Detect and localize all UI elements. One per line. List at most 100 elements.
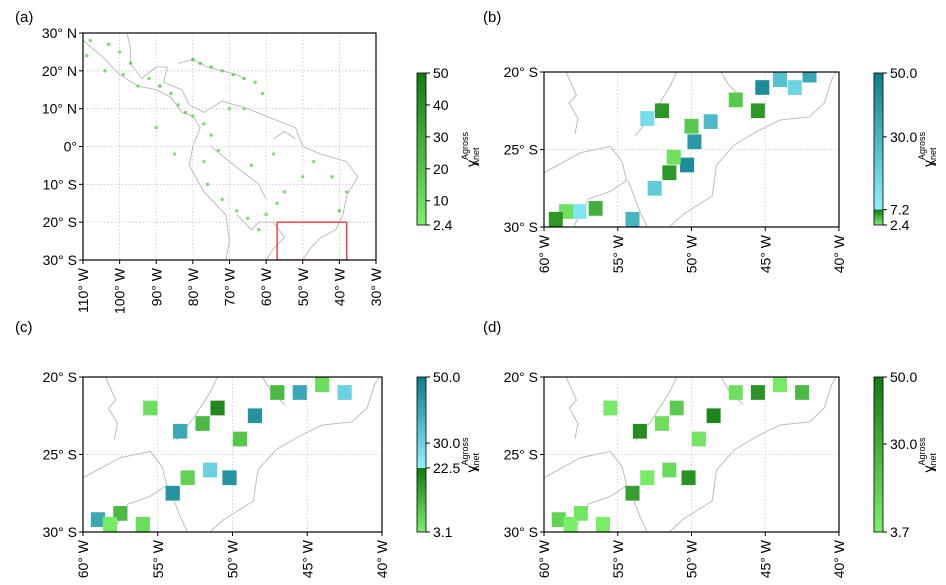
data-point <box>205 182 210 187</box>
y-tick-label: 10° S <box>43 176 77 192</box>
heatmap-cell <box>563 516 578 532</box>
heatmap-cell <box>143 400 158 416</box>
highlight-box <box>276 221 348 260</box>
x-tick-label: 110° W <box>75 267 91 313</box>
heatmap-cell <box>687 134 702 150</box>
y-tick-label: 25° S <box>504 447 538 463</box>
colorbar-label-sub: Anet <box>928 452 938 471</box>
data-point <box>147 76 151 81</box>
data-point <box>84 54 89 58</box>
coastline <box>210 146 267 200</box>
data-point <box>271 152 276 156</box>
heatmap-cell <box>548 211 563 227</box>
x-tick-label: 40° W <box>831 234 847 273</box>
y-tick-label: 10° N <box>42 101 77 117</box>
colorbar-label-sup: Agross <box>460 131 470 160</box>
heatmap-cell <box>750 385 765 400</box>
colorbar-tick-label: 30.0 <box>433 435 460 451</box>
y-tick-label: 20° S <box>504 369 538 385</box>
x-tick-label: 40° W <box>374 539 390 578</box>
heatmap-cell <box>669 400 684 416</box>
colorbar-label-sup: Agross <box>917 437 927 466</box>
x-tick-label: 45° W <box>757 539 773 578</box>
colorbar <box>873 72 884 226</box>
heatmap-cell <box>728 385 743 400</box>
heatmap-cell <box>662 165 677 181</box>
panel-2: (b) 20° S 25° S 30° S60° W 55° W 50° W 45° W 40… <box>483 9 938 273</box>
x-tick-label: 60° W <box>536 234 552 273</box>
coastline <box>178 58 245 79</box>
data-point <box>337 209 342 213</box>
data-point <box>242 106 246 111</box>
colorbar-label-main: γ <box>463 160 479 167</box>
data-point <box>191 114 195 118</box>
colorbar-label-sub: Anet <box>471 147 481 166</box>
data-point <box>231 72 235 77</box>
heatmap-cell <box>802 72 817 83</box>
y-tick-label: 20° S <box>43 214 77 230</box>
x-tick-label: 30° W <box>368 267 384 306</box>
heatmap-cell <box>232 431 248 447</box>
data-point <box>209 65 213 69</box>
x-tick-label: 80° W <box>185 267 201 306</box>
colorbar-label-sup: Agross <box>917 131 927 160</box>
heatmap-cell <box>315 377 330 393</box>
x-tick-label: 60° W <box>536 539 552 578</box>
x-tick-label: 60° W <box>75 539 91 578</box>
y-tick-label: 30° S <box>504 219 538 235</box>
colorbar-tick-label: 2.4 <box>890 217 910 233</box>
coastline <box>126 33 359 260</box>
coastline <box>669 72 837 227</box>
data-point <box>183 110 188 115</box>
data-point <box>191 57 195 62</box>
colorbar-tick-label: 2.4 <box>433 217 453 233</box>
colorbar-tick-label: 3.1 <box>433 524 453 540</box>
y-tick-label: 30° S <box>43 524 77 540</box>
colorbar-tick-label: 50.0 <box>890 369 917 385</box>
coastline <box>669 377 837 532</box>
colorbar-label-main: γ <box>463 466 479 473</box>
data-point <box>312 159 316 164</box>
data-point <box>246 216 250 221</box>
heatmap-cell <box>703 114 718 129</box>
x-tick-label: 50° W <box>225 539 241 578</box>
data-point <box>257 228 261 232</box>
data-point <box>264 212 268 217</box>
data-point <box>88 38 93 43</box>
heatmap-cell <box>772 377 788 393</box>
colorbar-label: γAgrossAnet <box>460 437 481 473</box>
data-point <box>345 190 349 194</box>
heatmap-cell <box>662 462 677 478</box>
data-point <box>158 84 162 88</box>
x-tick-label: 50° W <box>684 539 700 578</box>
data-point <box>121 72 125 77</box>
colorbar-label: γAgrossAnet <box>917 437 938 473</box>
data-point <box>136 84 140 88</box>
heatmap-cell <box>666 149 681 165</box>
heatmap-cell <box>632 423 647 439</box>
panel-label: (c) <box>15 319 33 336</box>
data-point <box>169 91 173 96</box>
y-tick-label: 30° S <box>504 524 538 540</box>
colorbar-tick-label: 3.7 <box>890 524 910 540</box>
data-point <box>209 133 213 137</box>
y-tick-label: 25° S <box>43 447 77 463</box>
x-tick-label: 40° W <box>831 539 847 578</box>
heatmap-cell <box>680 157 695 173</box>
coastline <box>236 214 286 260</box>
data-point <box>330 175 334 179</box>
data-point <box>198 61 202 65</box>
heatmap-cell <box>647 180 662 196</box>
colorbar-label-main: γ <box>920 466 936 473</box>
data-point <box>253 80 257 84</box>
coastline <box>544 145 628 227</box>
colorbar-tick-label: 40 <box>433 97 449 113</box>
x-tick-label: 55° W <box>610 234 626 273</box>
colorbar-label-sup: Agross <box>460 437 470 466</box>
data-point <box>301 175 305 179</box>
plot-area <box>544 377 839 532</box>
heatmap-cell <box>173 423 188 439</box>
coastline <box>209 377 380 532</box>
heatmap-cell <box>551 512 566 527</box>
